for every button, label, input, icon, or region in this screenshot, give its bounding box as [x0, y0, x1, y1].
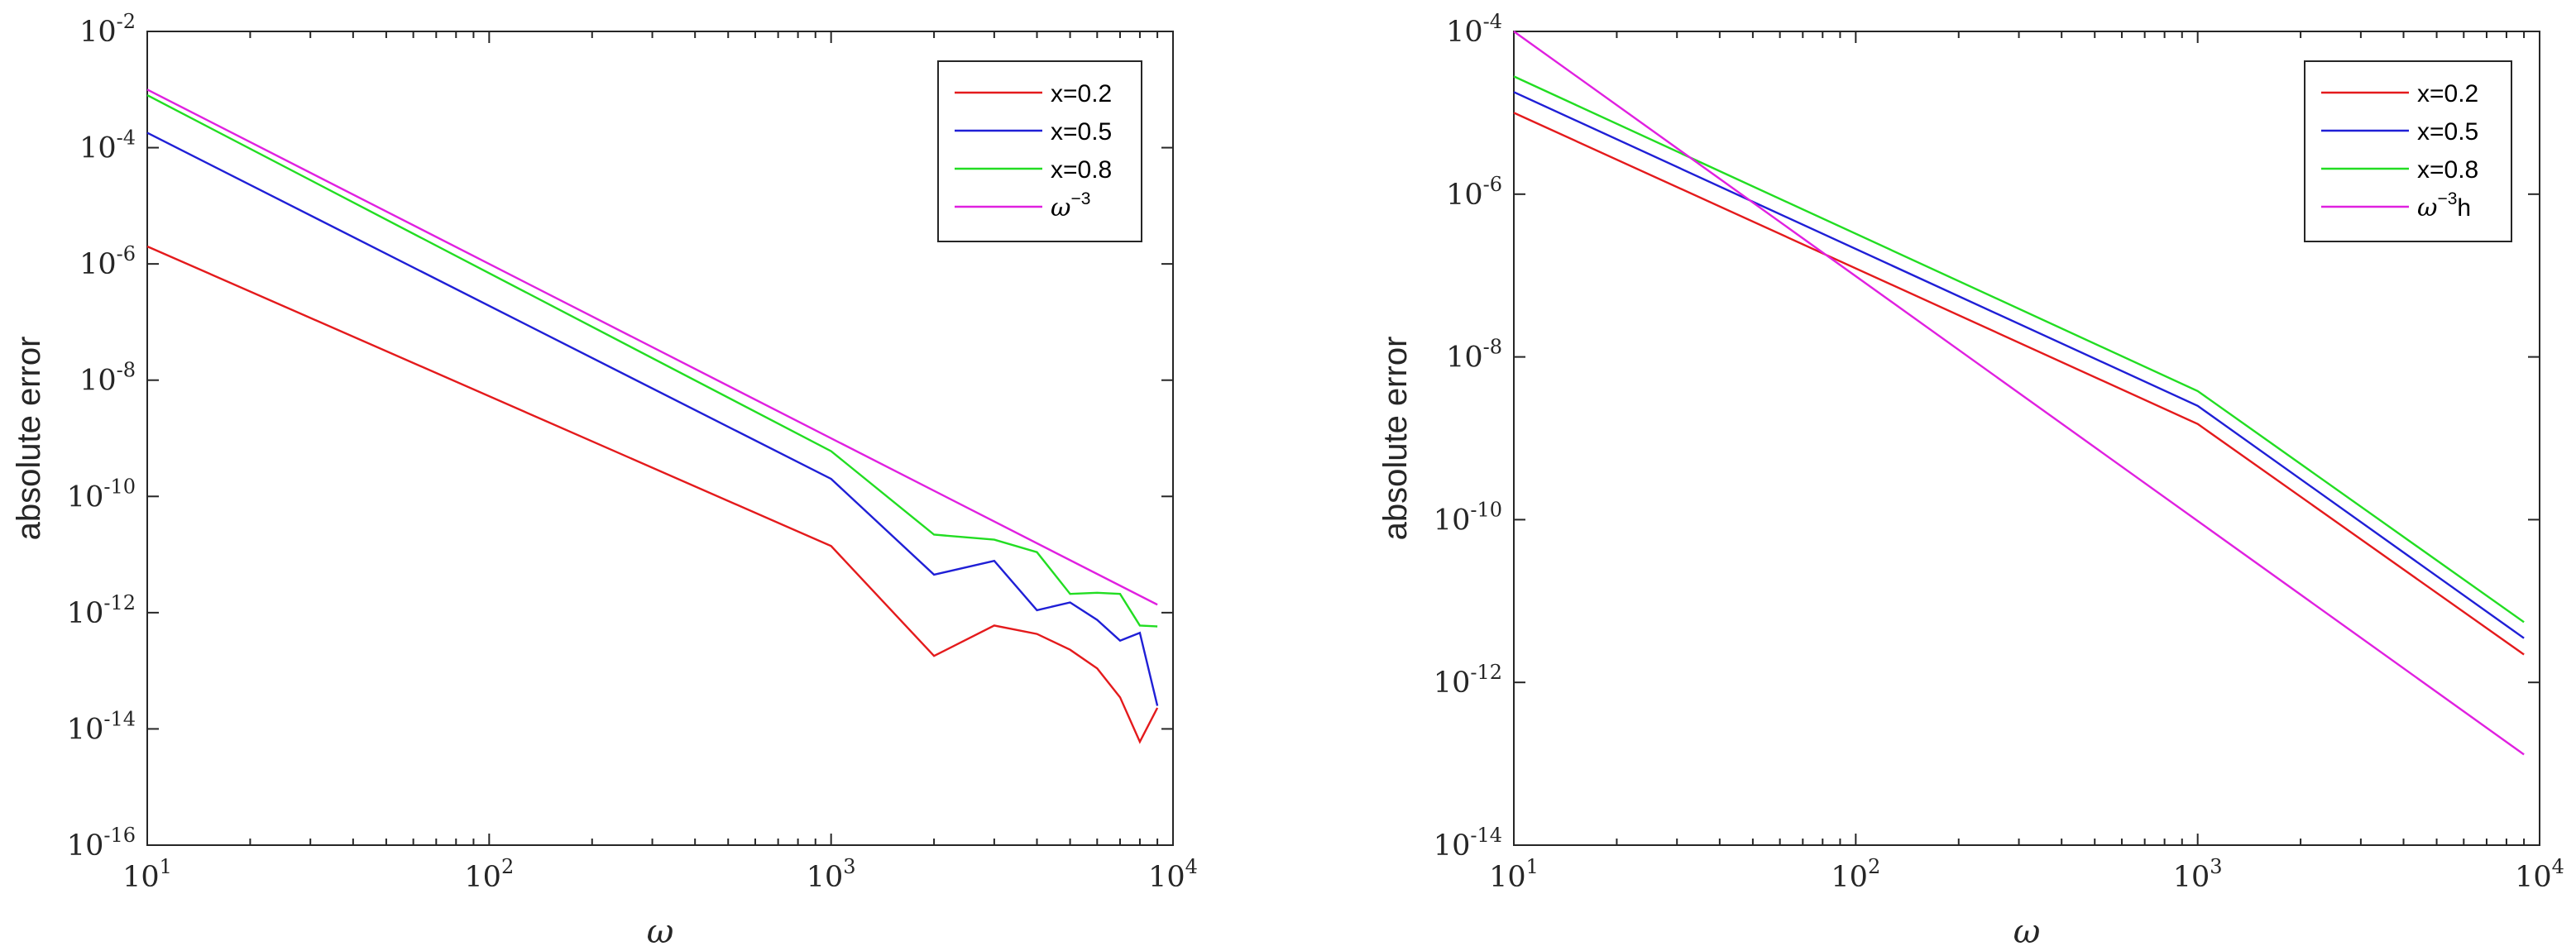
y-ticks: 10-14 10-12 10-10 10-8 10-6 10-4 [1434, 10, 2540, 863]
x-tick-label: 102 [1831, 855, 1880, 894]
series-line-1 [146, 245, 1159, 744]
plot-area-frame [146, 31, 1174, 846]
series-line-4 [146, 88, 1158, 606]
x-tick-label: 103 [2173, 855, 2223, 894]
y-tick-label: 10-6 [1446, 173, 1502, 212]
legend-label: x=0.5 [1051, 118, 1112, 146]
x-ticks: 101 102 103 104 [122, 31, 1198, 894]
x-tick-label: 103 [807, 855, 856, 894]
legend-box [2304, 60, 2512, 242]
y-tick-label: 10-8 [79, 359, 136, 398]
legend: x=0.2 x=0.5 x=0.8 ω−3 [937, 60, 1142, 242]
legend-label: x=0.8 [1051, 156, 1112, 184]
y-tick-label: 10-14 [67, 707, 136, 746]
x-tick-label: 104 [2515, 855, 2564, 894]
series-line-2 [146, 131, 1159, 706]
y-tick-label: 10-16 [67, 824, 136, 863]
legend-label: x=0.8 [2417, 156, 2478, 184]
x-tick-label: 104 [1148, 855, 1198, 894]
x-axis-label: ω [647, 913, 674, 951]
x-ticks: 101 102 103 104 [1489, 31, 2564, 894]
y-tick-label: 10-12 [67, 591, 136, 630]
y-ticks: 10-16 10-14 10-12 10-10 10-8 10-6 10-4 10-2 [67, 10, 1173, 863]
series-line-2 [1513, 91, 2525, 639]
series-line-4 [1513, 31, 2525, 756]
y-tick-label: 10-4 [1446, 10, 1502, 49]
x-tick-label: 101 [1489, 855, 1539, 894]
plot-area-frame [1513, 31, 2540, 846]
series-line-3 [146, 94, 1158, 628]
chart-right: 101 102 103 104 10-14 10-12 10-10 10-8 10-6 10-4 ω… [1377, 10, 2564, 951]
legend-label: x=0.2 [2417, 80, 2478, 108]
series-group [1513, 31, 2525, 756]
x-axis-label: ω [2013, 913, 2041, 951]
y-tick-label: 10-8 [1446, 336, 1502, 375]
x-tick-label: 102 [464, 855, 514, 894]
legend-label: x=0.2 [1051, 80, 1112, 108]
y-tick-label: 10-12 [1434, 661, 1502, 700]
series-line-3 [1513, 75, 2525, 624]
legend-label: ω−3h [2417, 189, 2471, 222]
legend-box [937, 60, 1142, 242]
series-group [146, 88, 1159, 744]
y-axis-label: absolute error [1377, 337, 1414, 541]
y-tick-label: 10-14 [1434, 824, 1502, 863]
y-tick-label: 10-10 [67, 475, 136, 514]
chart-left: 101 102 103 104 10-16 10-14 10-12 10-10 10-8 10-6… [11, 10, 1198, 951]
y-tick-label: 10-4 [79, 127, 136, 165]
legend-label: ω−3 [1051, 189, 1090, 222]
legend-label: x=0.5 [2417, 118, 2478, 146]
y-axis-label: absolute error [11, 337, 47, 541]
x-tick-label: 101 [122, 855, 172, 894]
y-tick-label: 10-10 [1434, 498, 1502, 537]
series-line-1 [1513, 112, 2525, 656]
y-tick-label: 10-2 [79, 10, 136, 49]
y-tick-label: 10-6 [79, 242, 136, 281]
legend: x=0.2 x=0.5 x=0.8 ω−3h [2304, 60, 2512, 242]
